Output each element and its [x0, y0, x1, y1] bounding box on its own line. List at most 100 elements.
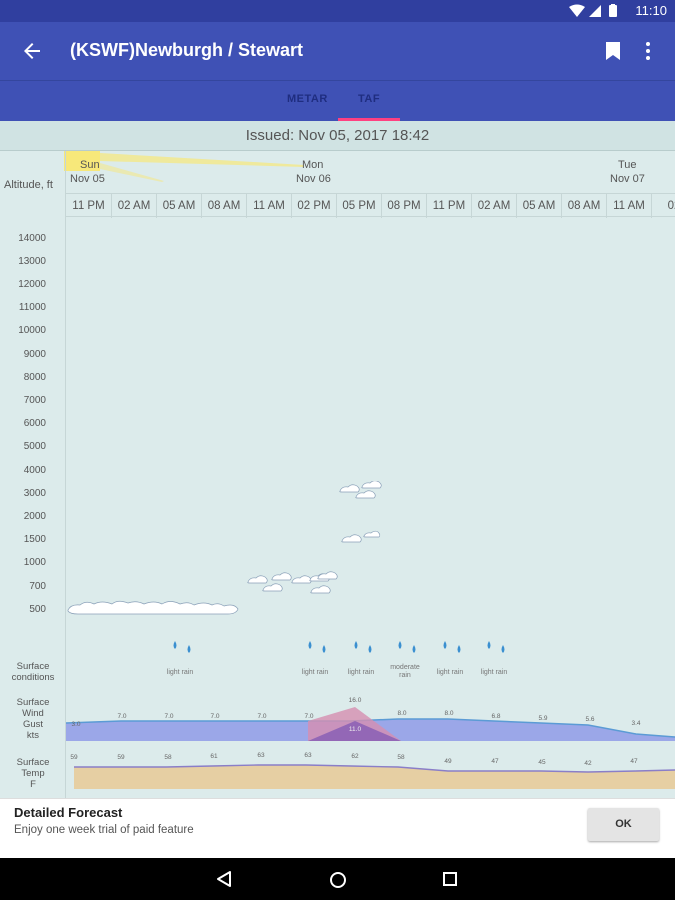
- hour-tick-label: 02 AM: [471, 194, 516, 218]
- day-label: Sun Nov 05: [70, 159, 105, 185]
- raindrop-icon: [443, 641, 447, 649]
- issued-timestamp: Issued: Nov 05, 2017 18:42: [0, 121, 675, 151]
- cloud-icon: [317, 571, 338, 580]
- cloud-icon: [310, 585, 331, 594]
- raindrop-icon: [173, 641, 177, 649]
- system-nav-bar: [0, 858, 675, 900]
- cloud-icon: [271, 572, 292, 581]
- battery-icon: [609, 5, 617, 17]
- condition-label: light rain: [436, 669, 464, 676]
- status-icons: [569, 4, 617, 17]
- altitude-tick-label: 1500: [23, 534, 46, 545]
- wind-value: 7.0: [257, 713, 267, 720]
- back-arrow-icon[interactable]: [20, 39, 44, 63]
- hour-tick-label: 08 AM: [561, 194, 606, 218]
- altitude-tick-label: 500: [29, 604, 46, 615]
- temp-value: 59: [70, 754, 78, 761]
- cloud-icon: [355, 490, 376, 499]
- altitude-tick-label: 10000: [18, 325, 46, 336]
- hour-tick-label: 02 PM: [291, 194, 336, 218]
- altitude-tick-label: 2000: [23, 511, 46, 522]
- cloud-icon: [247, 575, 268, 584]
- nav-recents-icon[interactable]: [442, 871, 458, 887]
- altitude-tick-label: 13000: [18, 256, 46, 267]
- time-axis: 11 PM 02 AM 05 AM 08 AM 11 AM 02 PM 05 PM 08 PM…: [66, 193, 675, 218]
- gust-inner-value: 11.0: [348, 726, 362, 733]
- hour-tick-label: 02 AM: [111, 194, 156, 218]
- bookmark-icon[interactable]: [603, 39, 623, 63]
- wind-line: [66, 718, 675, 738]
- status-bar: 11:10: [0, 0, 675, 22]
- wind-value: 7.0: [117, 713, 127, 720]
- altitude-tick-label: 9000: [23, 349, 46, 360]
- temp-value: 61: [210, 753, 218, 760]
- hour-tick-label: 11 AM: [246, 194, 291, 218]
- wind-value: 5.6: [585, 716, 595, 723]
- taf-chart[interactable]: Issued: Nov 05, 2017 18:42 Altitude, ft …: [0, 121, 675, 798]
- surface-temp-label: Surface Temp F: [16, 757, 50, 790]
- raindrop-icon: [487, 641, 491, 649]
- signal-icon: [589, 5, 601, 17]
- temp-area: [74, 765, 675, 789]
- wind-value: 6.8: [491, 713, 501, 720]
- wind-value: 3.0: [71, 721, 81, 728]
- altitude-tick-label: 1000: [23, 557, 46, 568]
- raindrop-icon: [457, 645, 461, 653]
- more-options-icon[interactable]: [638, 39, 658, 63]
- cloud-layers: [67, 481, 382, 615]
- condition-label: light rain: [301, 669, 329, 676]
- gust-value: 16.0: [348, 697, 362, 704]
- page-title: (KSWF)Newburgh / Stewart: [70, 40, 303, 60]
- condition-label: light rain: [166, 669, 194, 676]
- temp-value: 58: [164, 754, 172, 761]
- tab-bar: METAR TAF: [0, 80, 675, 121]
- hour-tick-label: 11 AM: [606, 194, 651, 218]
- cloud-icon: [67, 600, 239, 615]
- clock: 11:10: [635, 3, 667, 18]
- day-label: Tue Nov 07: [610, 159, 645, 185]
- tab-taf[interactable]: TAF: [358, 93, 381, 105]
- ok-button[interactable]: OK: [588, 808, 659, 841]
- wind-value: 7.0: [210, 713, 220, 720]
- hour-tick-label: 02: [651, 194, 675, 218]
- altitude-tick-label: 7000: [23, 395, 46, 406]
- hour-tick-label: 05 PM: [336, 194, 381, 218]
- axis-divider: [65, 151, 66, 798]
- hour-tick-label: 08 PM: [381, 194, 426, 218]
- altitude-tick-label: 14000: [18, 233, 46, 244]
- surface-conditions-label: Surface conditions: [11, 661, 55, 683]
- app-bar: (KSWF)Newburgh / Stewart: [0, 22, 675, 80]
- temp-value: 47: [630, 758, 638, 765]
- raindrop-icon: [322, 645, 326, 653]
- wind-value: 8.0: [397, 710, 407, 717]
- altitude-tick-label: 8000: [23, 372, 46, 383]
- nav-home-icon[interactable]: [328, 870, 348, 890]
- hour-tick-label: 05 AM: [156, 194, 201, 218]
- tab-metar[interactable]: METAR: [287, 93, 328, 105]
- surface-wind-label: Surface Wind Gust kts: [16, 697, 50, 741]
- altitude-axis-label: Altitude, ft: [4, 179, 53, 191]
- altitude-tick-label: 3000: [23, 488, 46, 499]
- cloud-icon: [339, 484, 360, 493]
- wifi-icon: [569, 4, 585, 17]
- raindrop-icon: [354, 641, 358, 649]
- temp-value: 63: [257, 752, 265, 759]
- raindrop-icon: [308, 641, 312, 649]
- sun-icon: [64, 151, 304, 182]
- active-tab-indicator: [338, 118, 400, 121]
- temp-value: 59: [117, 754, 125, 761]
- temp-value: 49: [444, 758, 452, 765]
- cloud-icon: [361, 481, 382, 489]
- wind-value: 7.0: [164, 713, 174, 720]
- nav-back-icon[interactable]: [215, 870, 233, 888]
- raindrop-icon: [501, 645, 505, 653]
- altitude-tick-label: 12000: [18, 279, 46, 290]
- wind-value: 8.0: [444, 710, 454, 717]
- hour-tick-label: 08 AM: [201, 194, 246, 218]
- condition-label: light rain: [480, 669, 508, 676]
- altitude-tick-label: 700: [29, 581, 46, 592]
- wind-chart: [66, 707, 675, 741]
- condition-label: moderate rain: [390, 664, 420, 679]
- temp-value: 58: [397, 754, 405, 761]
- temp-value: 42: [584, 760, 592, 767]
